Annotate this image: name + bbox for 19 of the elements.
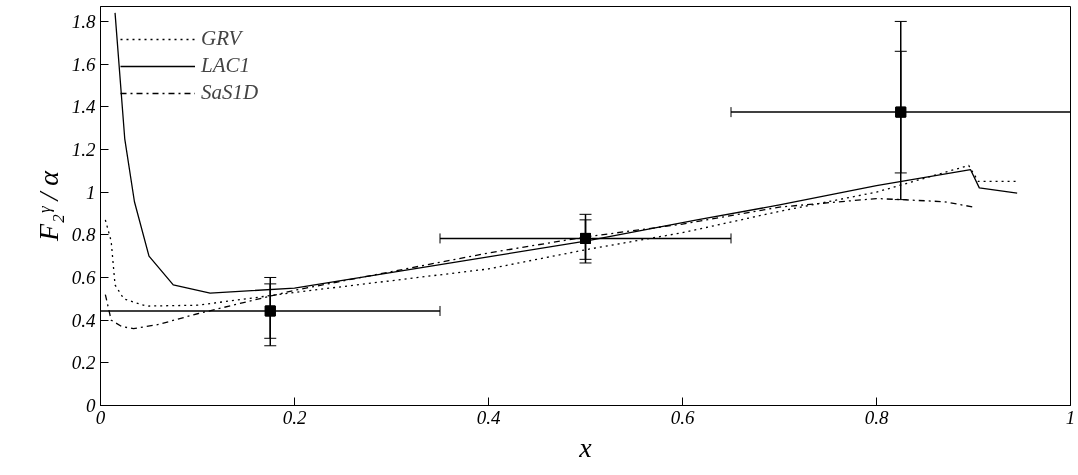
y-tick-label: 1.8 bbox=[71, 10, 96, 32]
y-axis-title: F₂ᵞ / α bbox=[32, 169, 64, 242]
y-tick-label: 1.4 bbox=[71, 96, 96, 118]
y-tick-label: 0.8 bbox=[71, 224, 96, 246]
x-tick-label: 0.8 bbox=[864, 406, 889, 428]
x-tick-label: 1 bbox=[1065, 406, 1076, 428]
legend-label: LAC1 bbox=[201, 53, 251, 78]
x-tick-label: 0.4 bbox=[476, 406, 501, 428]
legend-label: GRV bbox=[201, 26, 242, 51]
y-tick-label: 1.6 bbox=[71, 53, 96, 75]
x-tick-label: 0.6 bbox=[670, 406, 695, 428]
legend-label: SaS1D bbox=[201, 80, 259, 105]
y-tick-label: 0.2 bbox=[71, 352, 96, 374]
x-tick-label: 0.2 bbox=[282, 406, 307, 428]
y-tick-label: 1 bbox=[86, 181, 96, 203]
x-axis-title: x bbox=[578, 431, 593, 463]
y-tick-label: 1.2 bbox=[71, 138, 96, 160]
y-tick-label: 0.6 bbox=[71, 266, 96, 288]
y-tick-label: 0.4 bbox=[71, 309, 96, 331]
